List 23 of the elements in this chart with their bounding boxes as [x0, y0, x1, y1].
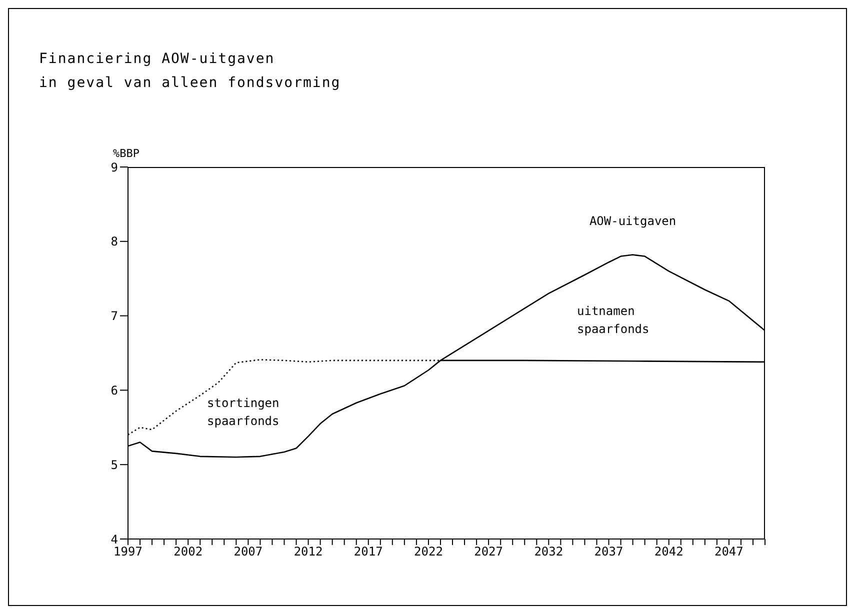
annotation: uitnamen spaarfonds	[577, 303, 650, 338]
x-tick-label: 2042	[654, 544, 684, 559]
y-tick-label: 9	[110, 160, 118, 174]
y-tick-label: 7	[110, 309, 118, 324]
x-tick-label: 2007	[234, 544, 263, 559]
x-tick-label: 2022	[414, 544, 443, 559]
x-tick-label: 2012	[294, 544, 323, 559]
chart-subtitle: in geval van alleen fondsvorming	[39, 75, 341, 91]
y-tick-label: 5	[110, 458, 118, 472]
x-tick-label: 2037	[594, 544, 624, 559]
x-tick-label: 2047	[714, 544, 744, 559]
chart-title: Financiering AOW-uitgaven	[39, 51, 275, 67]
text: AOW-uitgaven	[589, 214, 676, 228]
y-axis-title: %BBP	[113, 147, 140, 160]
annotation: stortingen spaarfonds	[207, 395, 280, 430]
x-tick-label: 1997	[114, 544, 142, 559]
y-tick-label: 6	[110, 383, 118, 398]
x-tick-label: 2032	[534, 544, 564, 559]
y-tick-label: 4	[110, 532, 118, 546]
x-tick-label: 2027	[474, 544, 504, 559]
x-tick-label: 2017	[354, 544, 383, 559]
x-tick-label: 2002	[174, 544, 203, 559]
y-tick-label: 8	[110, 234, 118, 249]
